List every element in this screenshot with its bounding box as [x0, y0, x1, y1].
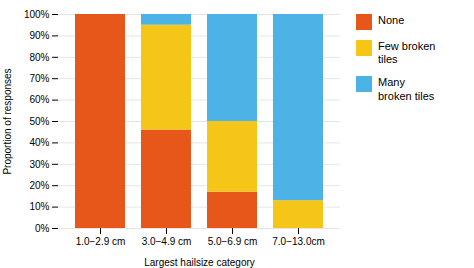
svg-text:0%: 0% — [35, 223, 50, 234]
svg-text:80%: 80% — [29, 52, 49, 63]
svg-text:Largest hailsize category: Largest hailsize category — [144, 257, 255, 268]
svg-text:10%: 10% — [29, 201, 49, 212]
svg-text:100%: 100% — [24, 9, 50, 20]
svg-text:40%: 40% — [29, 137, 49, 148]
html-text:Many broken tiles: Many broken tiles — [378, 76, 435, 102]
svg-text:5.0−6.9 cm: 5.0−6.9 cm — [208, 236, 258, 247]
svg-text:3.0−4.9 cm: 3.0−4.9 cm — [142, 236, 192, 247]
svg-text:60%: 60% — [29, 94, 49, 105]
svg-text:90%: 90% — [29, 30, 49, 41]
html-text:Few broken tiles: Few broken tiles — [378, 40, 436, 66]
svg-text:50%: 50% — [29, 116, 49, 127]
svg-text:7.0−13.0cm: 7.0−13.0cm — [272, 236, 325, 247]
svg-text:30%: 30% — [29, 159, 49, 170]
svg-text:Proportion of responses: Proportion of responses — [2, 68, 13, 174]
html-text:None: None — [378, 14, 405, 26]
svg-text:1.0−2.9 cm: 1.0−2.9 cm — [76, 236, 126, 247]
svg-text:70%: 70% — [29, 73, 49, 84]
svg-text:20%: 20% — [29, 180, 49, 191]
